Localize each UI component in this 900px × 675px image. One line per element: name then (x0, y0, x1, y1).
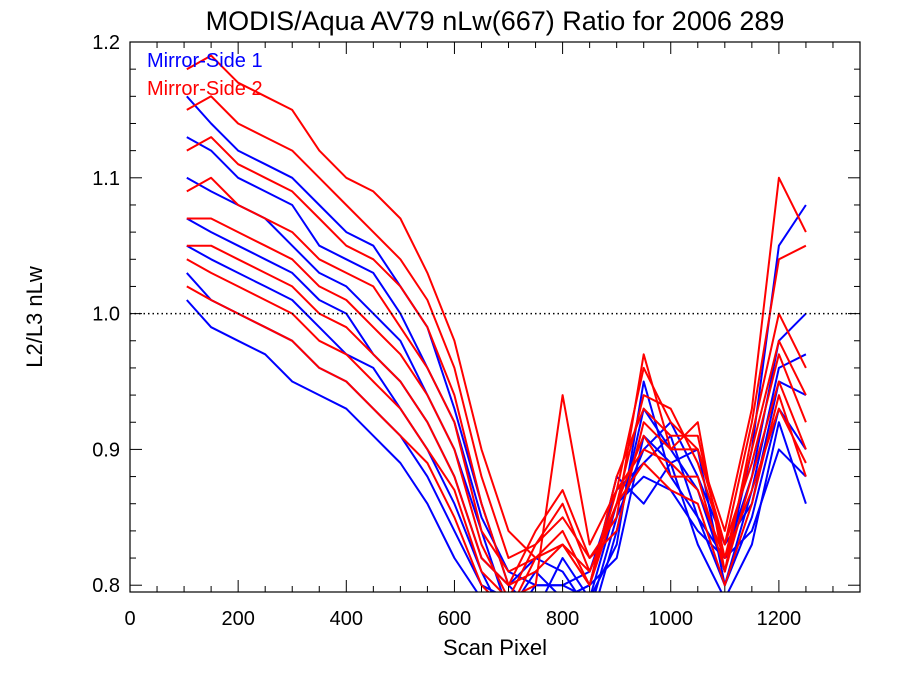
series-line-mirror-side-2-12 (186, 244, 807, 587)
legend: Mirror-Side 1 Mirror-Side 2 (147, 50, 263, 100)
series-line-mirror-side-2-10 (186, 176, 807, 587)
legend-item-mirror-side-2: Mirror-Side 2 (147, 78, 263, 100)
x-tick-label: 600 (438, 608, 471, 630)
series-line-mirror-side-2-14 (186, 285, 807, 592)
series-line-mirror-side-1-5 (186, 272, 807, 592)
x-tick-label: 1200 (757, 608, 802, 630)
series-line-mirror-side-2-13 (186, 258, 807, 592)
x-tick-label: 200 (221, 608, 254, 630)
series-line-mirror-side-1-4 (186, 244, 807, 592)
plot-frame (129, 41, 861, 593)
axes-layer (129, 41, 861, 593)
y-tick-label: 1.1 (92, 168, 120, 190)
series-layer (186, 54, 807, 592)
y-axis-label: L2/L3 nLw (22, 266, 47, 368)
y-tick-label: 1.0 (92, 304, 120, 326)
legend-item-mirror-side-1: Mirror-Side 1 (147, 50, 263, 72)
x-tick-label: 400 (330, 608, 363, 630)
ticks-layer: 0 200 400 600 800 1000 1200 0.8 0.9 1.0 1.1 1.2 (92, 32, 861, 630)
series-line-mirror-side-2-9 (186, 136, 807, 587)
x-axis-label: Scan Pixel (443, 635, 547, 660)
x-tick-label: 1000 (648, 608, 693, 630)
x-tick-label: 0 (124, 608, 135, 630)
series-line-mirror-side-2-8 (186, 95, 807, 573)
y-tick-label: 0.8 (92, 575, 120, 597)
chart-title: MODIS/Aqua AV79 nLw(667) Ratio for 2006 … (206, 6, 785, 36)
y-tick-label: 1.2 (92, 32, 120, 54)
y-tick-label: 0.9 (92, 439, 120, 461)
x-tick-label: 800 (546, 608, 579, 630)
series-line-mirror-side-1-6 (186, 299, 807, 592)
